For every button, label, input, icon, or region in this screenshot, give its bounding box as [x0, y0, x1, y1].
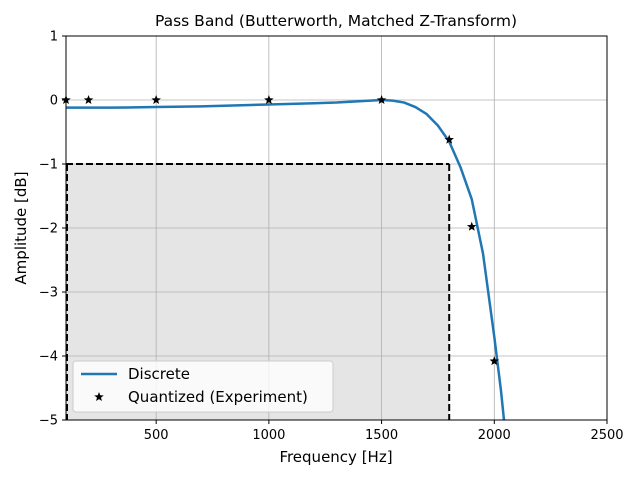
- series-discrete-line: [66, 98, 506, 421]
- x-tick-label: 1500: [365, 428, 398, 443]
- y-tick-label: −1: [39, 158, 58, 173]
- legend-quantized-label: Quantized (Experiment): [128, 388, 308, 406]
- legend: Discrete Quantized (Experiment): [72, 360, 334, 413]
- y-tick-label: −3: [39, 286, 58, 301]
- y-axis-ticks: −5 −4 −3 −2 −1 0 1: [39, 30, 66, 429]
- series-lines: [66, 98, 506, 421]
- legend-discrete-label: Discrete: [128, 365, 190, 383]
- series-quantized-point: [83, 95, 94, 105]
- series-quantized-point: [264, 95, 274, 105]
- series-quantized-point: [151, 95, 161, 105]
- series-quantized-point: [444, 134, 454, 144]
- x-tick-label: 2000: [478, 428, 511, 443]
- x-axis-label: Frequency [Hz]: [279, 448, 392, 466]
- series-quantized-point: [489, 356, 500, 366]
- x-tick-label: 1000: [252, 428, 285, 443]
- x-tick-label: 500: [144, 428, 169, 443]
- legend-quantized-marker: [94, 392, 104, 402]
- x-tick-label: 2500: [590, 428, 623, 443]
- y-axis-label: Amplitude [dB]: [12, 171, 30, 284]
- y-tick-label: −2: [39, 222, 58, 237]
- shaded-region-edge: [66, 163, 451, 420]
- y-tick-label: 1: [50, 30, 58, 45]
- y-tick-label: −4: [39, 350, 58, 365]
- x-axis-ticks: 500 1000 1500 2000 2500: [144, 420, 624, 443]
- chart-title: Pass Band (Butterworth, Matched Z-Transf…: [155, 12, 517, 30]
- y-tick-label: 0: [50, 94, 58, 109]
- y-tick-label: −5: [39, 414, 58, 429]
- legend-box: [72, 360, 334, 413]
- series-quantized-point: [376, 95, 387, 105]
- legend-star-shape: [94, 392, 104, 402]
- plot-area: [61, 35, 608, 421]
- series-quantized-point: [466, 221, 477, 231]
